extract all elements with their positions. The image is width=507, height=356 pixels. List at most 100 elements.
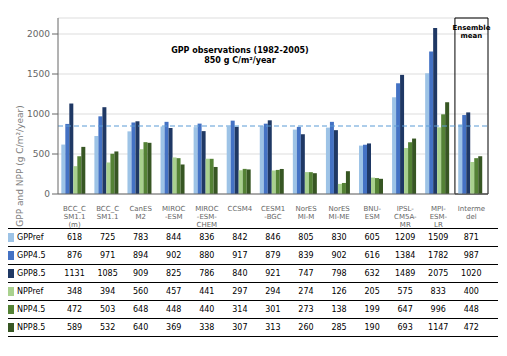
html-text:560: 560: [133, 287, 149, 296]
html-text:NPP4.5: NPP4.5: [17, 305, 46, 314]
html-text:747: 747: [298, 269, 314, 278]
svg-text:IPSL-CM5A-MR: IPSL-CM5A-MR: [394, 205, 417, 228]
html-text:846: 846: [265, 233, 281, 242]
html-text:314: 314: [232, 305, 248, 314]
html-text:783: 783: [133, 233, 149, 242]
html-text:2075: 2075: [428, 269, 449, 278]
html-text:840: 840: [232, 269, 248, 278]
html-text:440: 440: [199, 305, 215, 314]
html-text:GPP8.5: GPP8.5: [17, 269, 46, 278]
html-text:618: 618: [66, 233, 83, 242]
svg-text:Ensemblemean: Ensemblemean: [452, 24, 490, 40]
html-text:798: 798: [331, 269, 347, 278]
html-text:871: 871: [463, 233, 479, 242]
svg-text:500: 500: [33, 149, 50, 159]
html-text:448: 448: [166, 305, 182, 314]
html-text:647: 647: [397, 305, 413, 314]
html-text:1489: 1489: [395, 269, 416, 278]
html-text:138: 138: [331, 305, 347, 314]
svg-text:CanESM2: CanESM2: [129, 205, 152, 221]
svg-text:0: 0: [44, 189, 50, 199]
html-text:503: 503: [100, 305, 116, 314]
html-text:876: 876: [66, 251, 83, 260]
html-text:825: 825: [166, 269, 182, 278]
html-text:1131: 1131: [64, 269, 85, 278]
html-text:338: 338: [199, 323, 215, 332]
svg-text:CCSM4: CCSM4: [228, 205, 253, 213]
html-text:987: 987: [463, 251, 479, 260]
html-text:369: 369: [166, 323, 182, 332]
html-text:725: 725: [100, 233, 116, 242]
html-text:632: 632: [364, 269, 380, 278]
html-text:805: 805: [298, 233, 314, 242]
html-text:294: 294: [265, 287, 281, 296]
html-text:274: 274: [298, 287, 314, 296]
html-text:205: 205: [364, 287, 380, 296]
html-text:844: 844: [166, 233, 182, 242]
html-text:400: 400: [463, 287, 479, 296]
html-text:880: 880: [199, 251, 215, 260]
html-text:394: 394: [100, 287, 116, 296]
html-text:441: 441: [199, 287, 215, 296]
html-text:448: 448: [463, 305, 479, 314]
svg-text:MIROC-ESM: MIROC-ESM: [162, 205, 185, 221]
html-text:894: 894: [133, 251, 149, 260]
html-text:830: 830: [331, 233, 347, 242]
svg-text:NorESMI-M: NorESMI-M: [295, 205, 317, 221]
html-text:297: 297: [232, 287, 248, 296]
svg-text:2000: 2000: [27, 29, 50, 39]
html-text:909: 909: [133, 269, 149, 278]
html-text:313: 313: [265, 323, 281, 332]
svg-text:BCC_CSM1.1: BCC_CSM1.1: [96, 205, 119, 221]
html-text:996: 996: [430, 305, 446, 314]
svg-text:CESM1-BGC: CESM1-BGC: [261, 205, 285, 221]
html-text:786: 786: [199, 269, 215, 278]
html-text:273: 273: [298, 305, 314, 314]
html-text:1782: 1782: [428, 251, 449, 260]
html-text:1085: 1085: [97, 269, 118, 278]
html-text:GPP observations (1982-2005) 8: GPP observations (1982-2005) 850 g C/m²/…: [171, 46, 309, 65]
html-text:1020: 1020: [461, 269, 482, 278]
svg-text:1000: 1000: [27, 109, 50, 119]
svg-text:BNU-ESM: BNU-ESM: [363, 205, 381, 221]
html-text:971: 971: [100, 251, 116, 260]
html-text:348: 348: [66, 287, 83, 296]
html-text:307: 307: [232, 323, 248, 332]
html-text:126: 126: [331, 287, 347, 296]
html-text:260: 260: [298, 323, 314, 332]
html-text:GPPref: GPPref: [17, 233, 44, 242]
html-text:1509: 1509: [428, 233, 449, 242]
svg-text:BCC_CSM1.1(m): BCC_CSM1.1(m): [63, 205, 86, 228]
svg-text:Intermedel: Intermedel: [458, 205, 485, 221]
svg-text:MIROC-ESM-CHEM: MIROC-ESM-CHEM: [195, 205, 218, 228]
html-text:921: 921: [265, 269, 281, 278]
html-text:472: 472: [66, 305, 83, 314]
html-text:902: 902: [331, 251, 347, 260]
svg-text:MPI-ESM-LR: MPI-ESM-LR: [430, 205, 448, 228]
html-text:879: 879: [265, 251, 281, 260]
html-text:902: 902: [166, 251, 182, 260]
html-text:457: 457: [166, 287, 182, 296]
html-text:640: 640: [133, 323, 149, 332]
html-text:833: 833: [430, 287, 446, 296]
html-text:1209: 1209: [395, 233, 416, 242]
html-text:199: 199: [364, 305, 380, 314]
html-text:616: 616: [364, 251, 380, 260]
html-text:NPP8.5: NPP8.5: [17, 323, 46, 332]
html-text:648: 648: [133, 305, 149, 314]
html-text:839: 839: [298, 251, 314, 260]
html-text:GPP4.5: GPP4.5: [17, 251, 46, 260]
html-text:NPPref: NPPref: [17, 287, 44, 296]
html-text:917: 917: [232, 251, 248, 260]
html-text:532: 532: [100, 323, 116, 332]
svg-text:GPP and NPP (g C/m²/year): GPP and NPP (g C/m²/year): [15, 105, 25, 226]
html-text:589: 589: [66, 323, 83, 332]
html-text:301: 301: [265, 305, 281, 314]
html-text:1384: 1384: [395, 251, 416, 260]
html-text:836: 836: [199, 233, 215, 242]
svg-text:NorESMI-ME: NorESMI-ME: [329, 205, 351, 221]
svg-text:1500: 1500: [27, 69, 50, 79]
html-text:605: 605: [364, 233, 380, 242]
html-text:575: 575: [397, 287, 413, 296]
html-text:842: 842: [232, 233, 248, 242]
